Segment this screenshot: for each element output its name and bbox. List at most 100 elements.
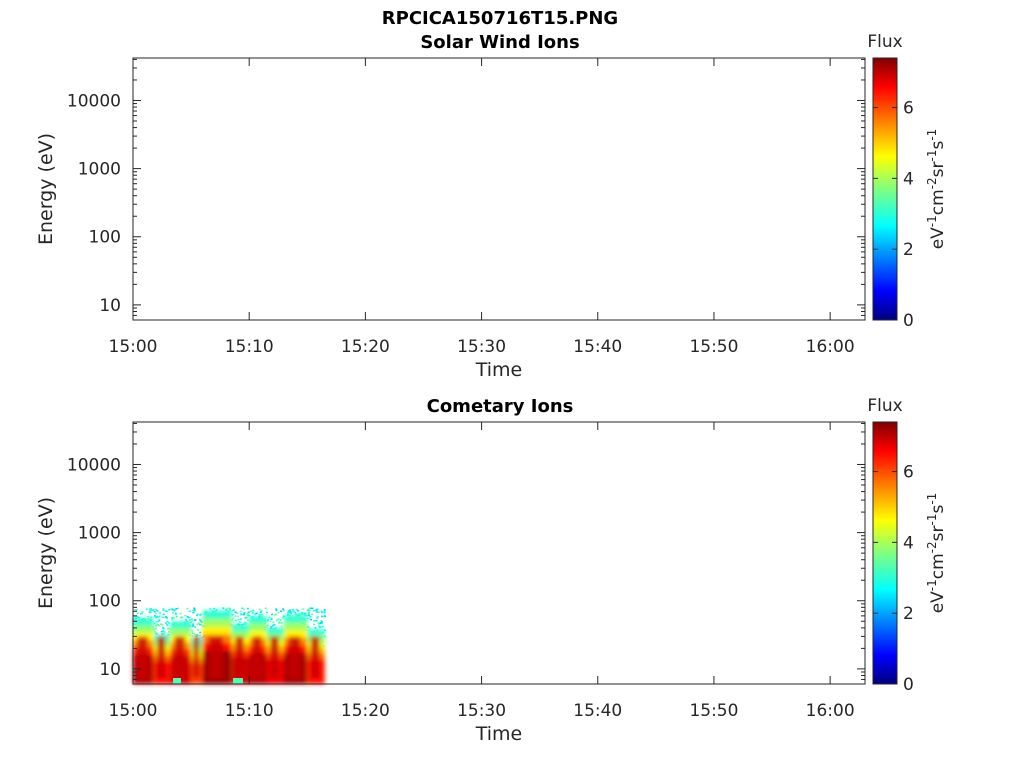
noise-pixel [318,625,321,627]
noise-pixel [297,610,300,612]
noise-pixel [158,624,160,627]
noise-pixel [316,611,319,613]
noise-pixel [290,612,293,615]
noise-pixel [281,616,284,619]
noise-pixel [265,625,268,628]
noise-pixel [249,610,252,613]
noise-pixel [277,611,280,614]
noise-pixel [246,613,249,615]
noise-pixel [291,609,294,611]
colorbar-ticks-solar-wind: 0 2 4 6 [873,99,914,331]
noise-pixel [239,610,242,613]
noise-pixel [181,616,184,618]
noise-pixel [246,607,249,610]
flux-core [208,636,223,678]
noise-pixel [231,610,234,612]
noise-pixel [162,608,165,610]
colorbar-tick-label: 2 [903,604,914,624]
noise-pixel [191,630,194,632]
noise-pixel [307,608,310,610]
noise-pixel [289,609,292,611]
noise-pixel [308,609,311,612]
noise-pixel [168,627,171,630]
noise-pixel [267,619,270,621]
noise-pixel [171,618,174,621]
noise-pixel [157,617,160,619]
noise-pixel [234,619,237,622]
noise-pixel [158,615,161,618]
x-tick-label: 16:00 [806,701,855,721]
flux-core [174,636,185,678]
noise-pixel [193,626,196,629]
noise-pixel [232,617,235,620]
noise-pixel [316,615,319,618]
noise-pixel [191,635,194,637]
noise-pixel [156,623,159,626]
x-tick-label: 15:20 [341,701,390,721]
noise-pixel [168,631,171,633]
noise-pixel [279,619,282,621]
noise-pixel [165,616,167,618]
noise-pixel [213,607,216,610]
noise-pixel [162,626,165,629]
noise-pixel [171,617,173,619]
noise-pixel [154,612,157,615]
noise-pixel [318,623,321,625]
x-tick-label: 15:20 [341,337,390,357]
noise-pixel [163,616,166,619]
noise-pixel [197,622,200,624]
noise-pixel [196,623,199,625]
noise-pixel [266,620,269,622]
noise-pixel [156,610,159,612]
noise-pixel [311,607,314,609]
x-tick-label: 15:10 [225,701,274,721]
noise-pixel [196,634,199,636]
noise-pixel [313,623,316,626]
noise-pixel [302,613,305,615]
noise-pixel [225,609,228,611]
noise-pixel [315,608,318,611]
noise-pixel [268,616,271,619]
noise-pixel [166,620,169,623]
noise-pixel [273,623,276,626]
noise-pixel [244,621,247,624]
noise-pixel [230,619,233,621]
noise-pixel [196,629,199,631]
noise-pixel [306,626,309,628]
noise-pixel [242,614,245,616]
noise-pixel [184,619,187,621]
x-ticks-solar-wind: 15:00 15:10 15:20 15:30 15:40 15:50 16:00 [109,58,855,357]
noise-pixel [239,618,242,620]
noise-pixel [282,609,285,612]
noise-pixel [199,623,202,626]
noise-pixel [245,622,248,625]
noise-pixel [153,610,156,613]
noise-pixel [270,617,273,620]
noise-pixel [258,614,261,616]
noise-pixel [280,622,283,624]
noise-pixel [258,608,261,611]
y-tick-label: 10000 [67,91,121,111]
noise-pixel [307,614,310,616]
noise-pixel [194,619,197,621]
noise-pixel [275,613,278,616]
noise-pixel [174,609,177,611]
colorbar-title-solar-wind: Flux [867,32,902,52]
noise-pixel [175,615,178,618]
panel-title-solar-wind: Solar Wind Ions [420,32,579,53]
noise-pixel [180,616,182,619]
noise-pixel [160,630,163,633]
noise-pixel [273,614,276,616]
noise-pixel [243,613,246,615]
noise-pixel [175,613,177,616]
noise-pixel [302,608,305,610]
noise-pixel [292,610,295,612]
noise-pixel [188,616,191,619]
noise-pixel [291,611,294,613]
plot-area-solar-wind [132,57,866,321]
noise-pixel [280,610,282,612]
noise-pixel [168,609,171,611]
noise-pixel [314,627,317,629]
noise-pixel [228,609,231,611]
noise-pixel [241,607,244,609]
